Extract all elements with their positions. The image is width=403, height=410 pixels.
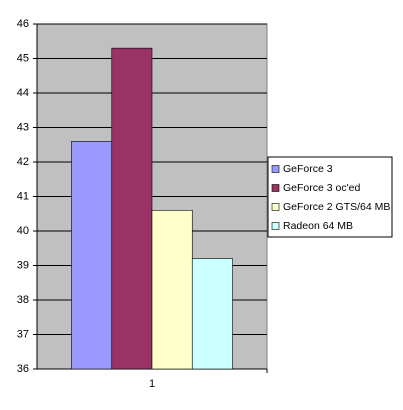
x-tick-label: 1 <box>149 378 155 390</box>
bar <box>71 141 113 370</box>
y-tick-label: 38 <box>17 294 29 306</box>
legend-swatch <box>271 165 280 173</box>
y-tick-label: 39 <box>17 259 29 271</box>
y-tick-label: 46 <box>17 18 29 30</box>
y-tick-label: 36 <box>17 363 29 375</box>
y-tick-label: 40 <box>17 225 29 237</box>
legend-box <box>267 156 393 238</box>
y-tick-label: 43 <box>17 121 29 133</box>
legend-label: GeForce 2 GTS/64 MB <box>283 201 390 213</box>
y-tick-label: 41 <box>17 190 29 202</box>
bar <box>111 47 153 370</box>
bar <box>191 258 233 370</box>
y-tick-label: 37 <box>17 328 29 340</box>
y-tick-label: 42 <box>17 156 29 168</box>
legend-label: GeForce 3 <box>283 163 333 175</box>
legend-label: GeForce 3 oc'ed <box>283 182 360 194</box>
y-tick-label: 44 <box>17 87 29 99</box>
legend-label: Radeon 64 MB <box>283 220 353 232</box>
y-tick-label: 45 <box>17 52 29 64</box>
legend-swatch <box>271 184 280 192</box>
legend-swatch <box>271 203 280 211</box>
bar <box>151 210 193 370</box>
legend-swatch <box>271 222 280 230</box>
